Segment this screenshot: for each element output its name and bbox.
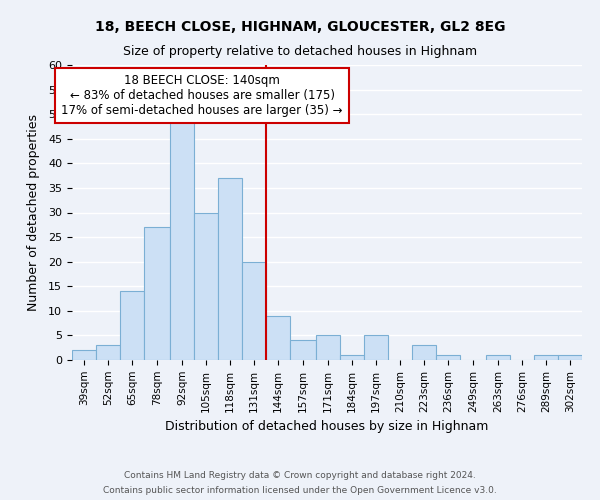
Bar [534, 355, 558, 360]
Text: Size of property relative to detached houses in Highnam: Size of property relative to detached ho… [123, 45, 477, 58]
Bar [340, 355, 364, 360]
Bar [436, 355, 460, 360]
Bar [170, 119, 194, 360]
Text: Contains public sector information licensed under the Open Government Licence v3: Contains public sector information licen… [103, 486, 497, 495]
Bar [72, 350, 96, 360]
Bar [266, 316, 290, 360]
Bar [290, 340, 316, 360]
Bar [194, 212, 218, 360]
Bar [120, 291, 144, 360]
X-axis label: Distribution of detached houses by size in Highnam: Distribution of detached houses by size … [166, 420, 488, 433]
Y-axis label: Number of detached properties: Number of detached properties [27, 114, 40, 311]
Bar [558, 355, 582, 360]
Bar [412, 345, 436, 360]
Bar [486, 355, 510, 360]
Text: 18, BEECH CLOSE, HIGHNAM, GLOUCESTER, GL2 8EG: 18, BEECH CLOSE, HIGHNAM, GLOUCESTER, GL… [95, 20, 505, 34]
Text: 18 BEECH CLOSE: 140sqm
← 83% of detached houses are smaller (175)
17% of semi-de: 18 BEECH CLOSE: 140sqm ← 83% of detached… [61, 74, 343, 117]
Bar [218, 178, 242, 360]
Text: Contains HM Land Registry data © Crown copyright and database right 2024.: Contains HM Land Registry data © Crown c… [124, 471, 476, 480]
Bar [96, 345, 120, 360]
Bar [144, 227, 170, 360]
Bar [364, 336, 388, 360]
Bar [316, 336, 340, 360]
Bar [242, 262, 266, 360]
